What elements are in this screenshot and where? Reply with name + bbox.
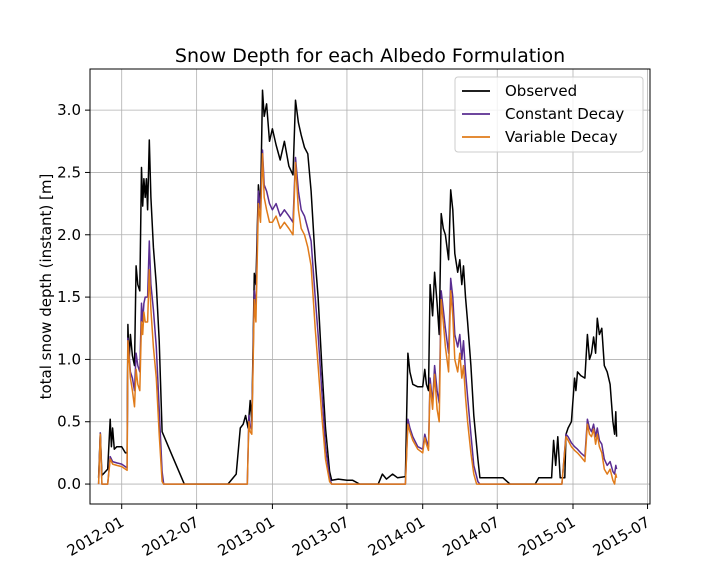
legend: Observed Constant Decay Variable Decay: [454, 76, 644, 153]
series-line-variable-decay: [97, 153, 618, 485]
y-tick-label: 3.0: [57, 101, 81, 119]
y-tick-label: 0.5: [57, 413, 81, 431]
series-line-constant-decay: [97, 149, 618, 485]
y-tick-label: 2.0: [57, 226, 81, 244]
y-tick-label: 1.0: [57, 350, 81, 368]
legend-label: Constant Decay: [505, 105, 624, 123]
series-lines: [97, 89, 618, 485]
legend-label: Variable Decay: [505, 128, 618, 146]
plot-frame: [89, 68, 651, 505]
legend-label: Observed: [505, 82, 577, 100]
y-axis-label: total snow depth (instant) [m]: [37, 174, 55, 400]
y-tick-label: 0.0: [57, 475, 81, 493]
chart-title: Snow Depth for each Albedo Formulation: [175, 45, 565, 67]
y-tick-label: 2.5: [57, 163, 81, 181]
y-tick-label: 1.5: [57, 288, 81, 306]
grid: [90, 69, 650, 504]
legend-box: [454, 76, 644, 153]
